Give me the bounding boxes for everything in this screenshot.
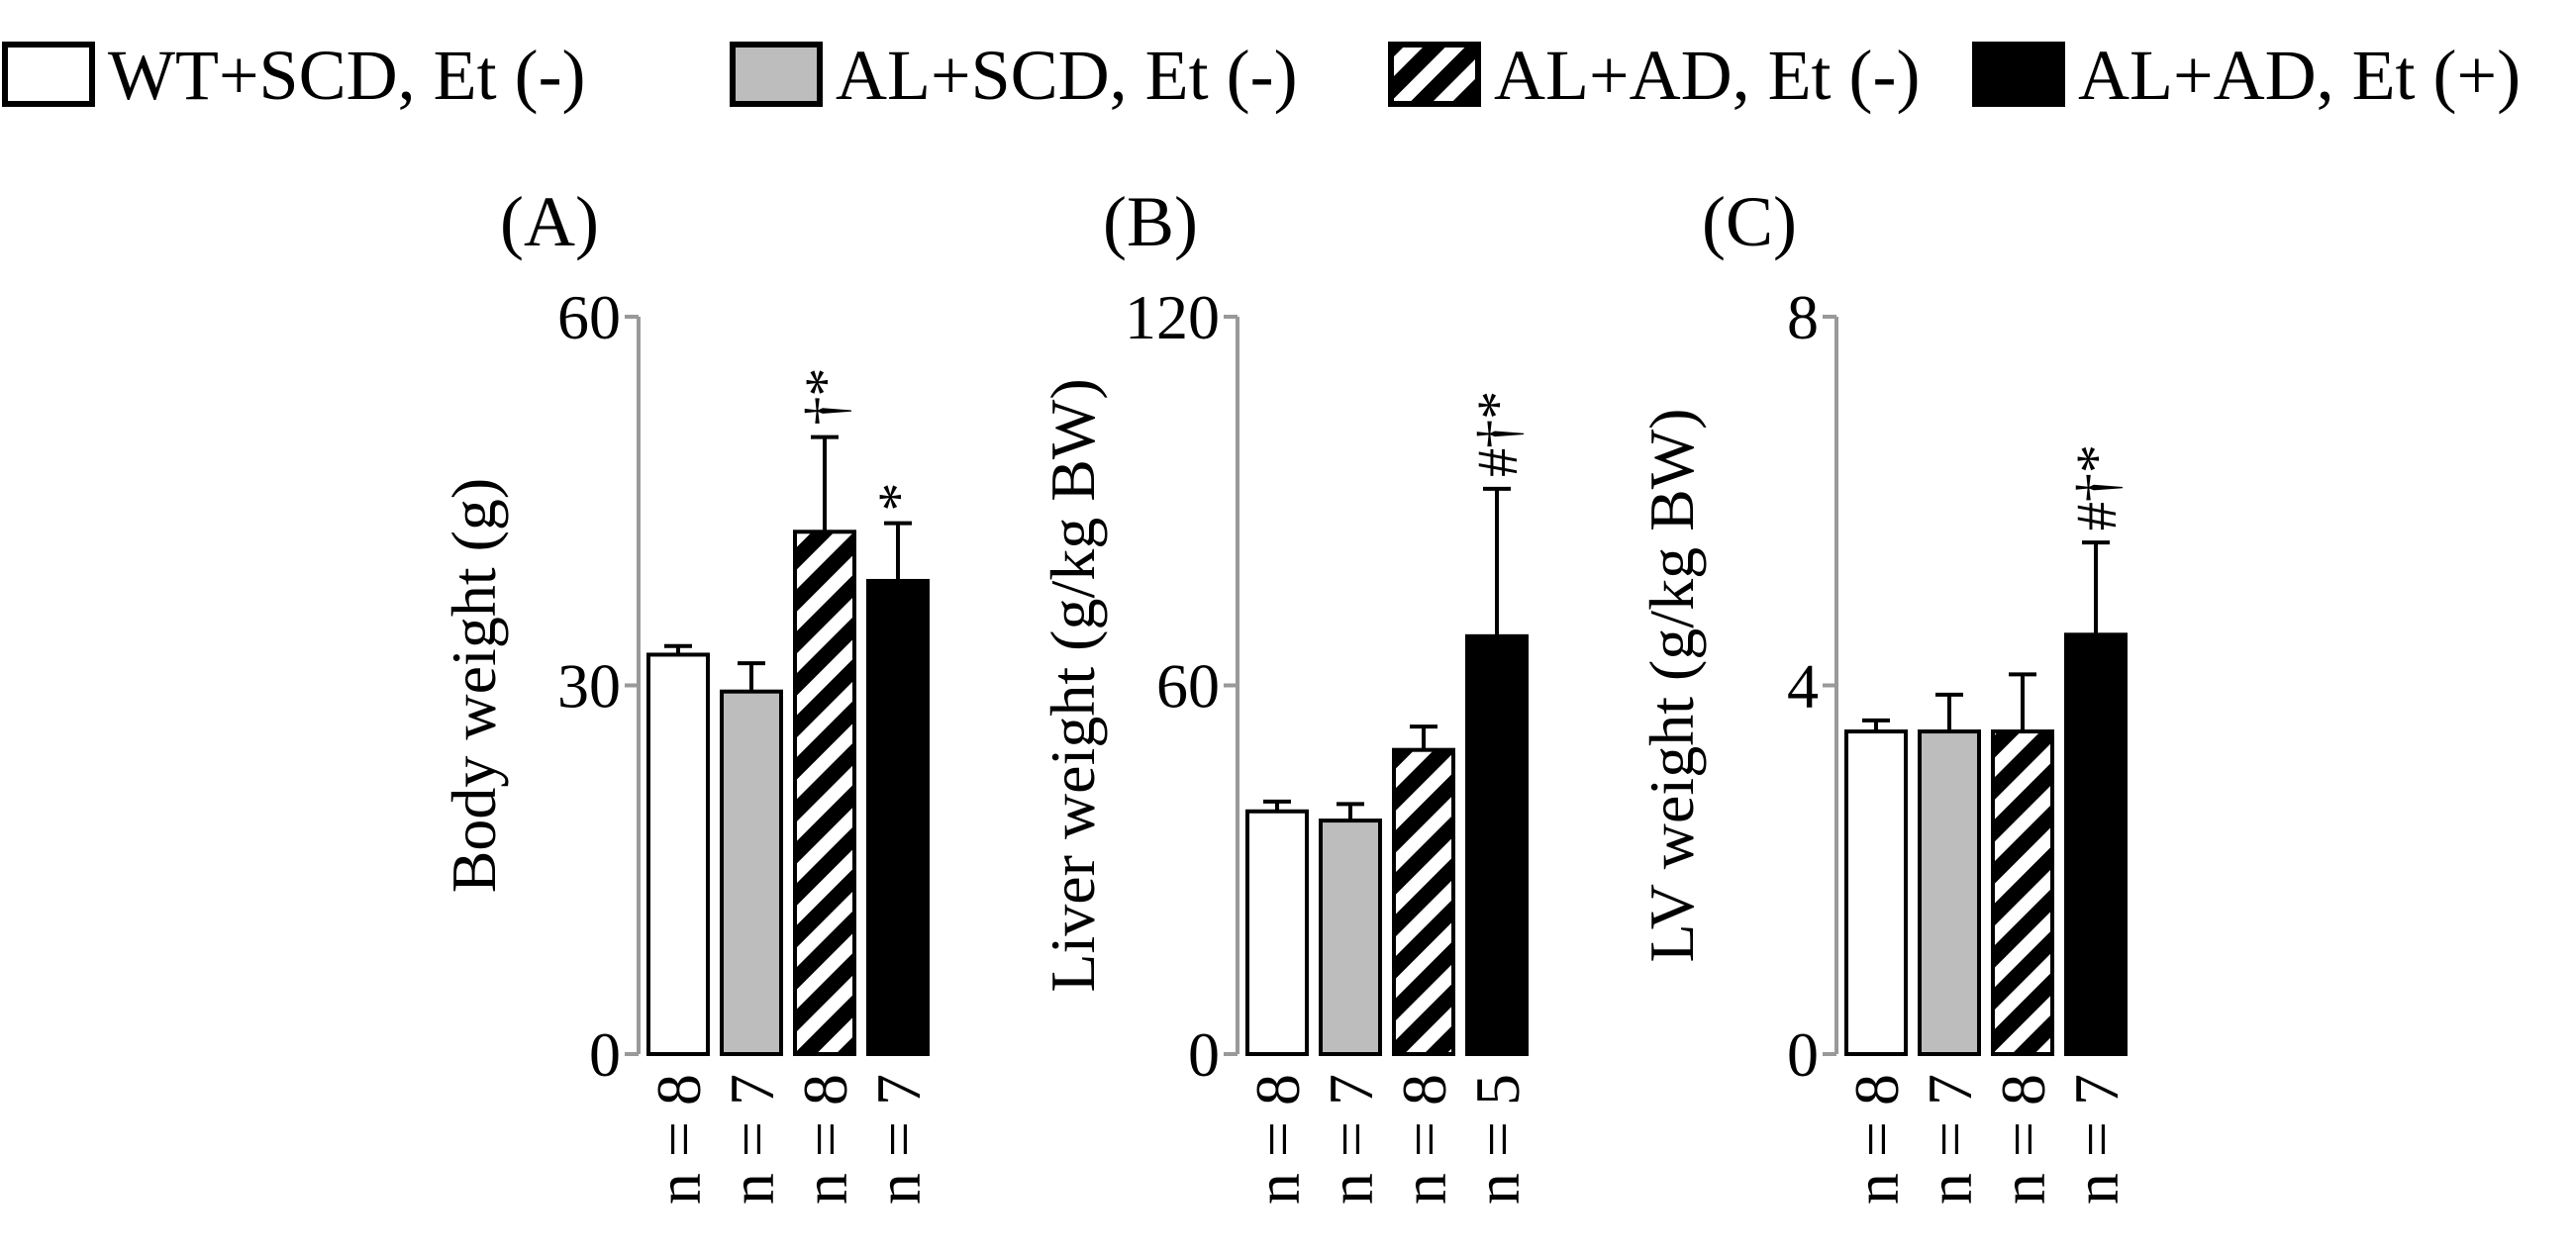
significance-label: * [866,483,931,512]
bar [1245,809,1309,1056]
bar [1319,819,1382,1056]
n-label: n = 7 [717,1074,787,1205]
y-tick-label: 30 [557,651,621,722]
significance-label: †* [793,368,857,426]
y-axis-title: LV weight (g/kg BW) [1636,409,1707,963]
legend-item: WT+SCD, Et (-) [2,36,586,115]
n-label: n = 7 [1316,1074,1386,1205]
bar [720,689,783,1056]
y-tick-label: 0 [1188,1019,1220,1090]
n-label: n = 8 [790,1074,860,1205]
legend-swatch [1972,42,2065,107]
n-label: n = 7 [1915,1074,1985,1205]
panel-label: (A) [500,182,599,261]
n-label: n = 8 [1242,1074,1313,1205]
n-label: n = 8 [1988,1074,2058,1205]
y-tick-label: 0 [589,1019,621,1090]
legend-label: WT+SCD, Et (-) [108,36,586,115]
y-axis-title: Liver weight (g/kg BW) [1038,378,1108,992]
legend-item: AL+AD, Et (-) [1388,36,1921,115]
n-label: n = 7 [863,1074,934,1205]
legend-item: AL+SCD, Et (-) [730,36,1298,115]
y-tick-label: 60 [1156,651,1220,722]
legend-swatch [730,42,823,107]
bar [1991,729,2054,1056]
n-label: n = 7 [2061,1074,2131,1205]
bar [1918,729,1981,1056]
y-tick-label: 120 [1125,282,1220,352]
y-tick-label: 8 [1787,282,1819,352]
legend-label: AL+AD, Et (+) [2078,36,2521,115]
legend-label: AL+AD, Et (-) [1494,36,1921,115]
significance-label: #†* [2064,444,2129,530]
legend: WT+SCD, Et (-) AL+SCD, Et (-) AL+AD, Et (-… [2,36,2521,115]
bar [1844,729,1908,1056]
legend-label: AL+SCD, Et (-) [836,36,1298,115]
legend-swatch [2,42,95,107]
bar [1465,633,1529,1056]
n-label: n = 5 [1462,1074,1533,1205]
y-tick-label: 0 [1787,1019,1819,1090]
y-tick-label: 4 [1787,651,1819,722]
n-label: n = 8 [1389,1074,1459,1205]
n-label: n = 8 [1841,1074,1912,1205]
legend-swatch [1388,42,1481,107]
bar [2064,632,2128,1056]
significance-label: #†* [1465,391,1530,477]
y-axis-title: Body weight (g) [439,478,509,894]
panel-label: (C) [1702,182,1797,261]
bar [866,578,930,1056]
panel-label: (B) [1103,182,1198,261]
bar [793,530,856,1056]
bar [1392,747,1455,1056]
legend-item: AL+AD, Et (+) [1972,36,2521,115]
y-tick-label: 60 [557,282,621,352]
n-label: n = 8 [644,1074,714,1205]
bar [646,652,710,1056]
